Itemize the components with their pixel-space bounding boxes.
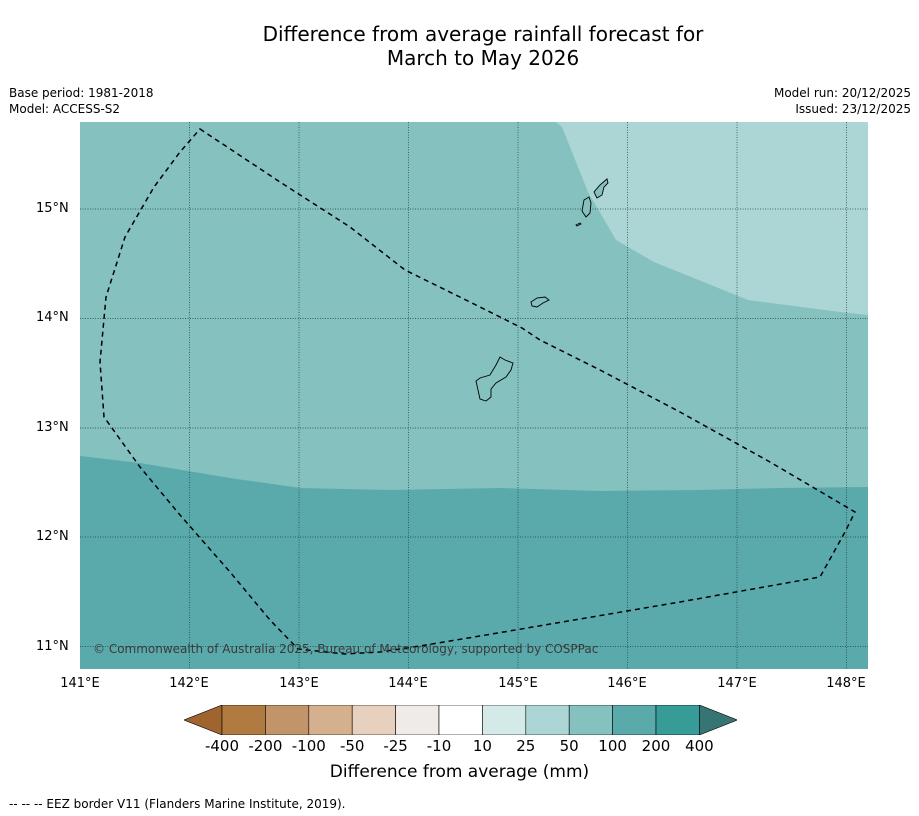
- lat-label-14: 14°N: [36, 310, 69, 325]
- chart-title: Difference from average rainfall forecas…: [0, 22, 919, 70]
- colorbar-swatch: [351, 705, 396, 735]
- colorbar-extend-low: [184, 705, 223, 735]
- island-aguijan: [575, 222, 582, 227]
- colorbar-tick-label: 10: [472, 737, 492, 755]
- lon-label-148: 148°E: [826, 676, 866, 691]
- colorbar-swatch: [265, 705, 310, 735]
- colorbar-tick-label: -10: [426, 737, 452, 755]
- colorbar-label: Difference from average (mm): [329, 762, 590, 782]
- eez-border: [99, 128, 856, 655]
- title-line-1: Difference from average rainfall forecas…: [262, 22, 704, 46]
- eez-legend-note: -- -- -- EEZ border V11 (Flanders Marine…: [9, 797, 346, 811]
- meta-left: Base period: 1981-2018 Model: ACCESS-S2: [9, 85, 154, 117]
- colorbar-swatch: [525, 705, 570, 735]
- colorbar-swatch: [221, 705, 266, 735]
- band-25-50: [556, 122, 868, 315]
- lon-label-142: 142°E: [169, 676, 209, 691]
- rainfall-map: [80, 122, 868, 669]
- colorbar-swatch: [438, 705, 483, 735]
- colorbar-tick-label: 200: [641, 737, 671, 755]
- lon-label-144: 144°E: [388, 676, 428, 691]
- title-line-2: March to May 2026: [386, 46, 580, 70]
- gridlines: [80, 122, 868, 669]
- colorbar-tick-label: -400: [204, 737, 240, 755]
- lat-label-11: 11°N: [36, 639, 69, 654]
- lat-label-15: 15°N: [36, 201, 69, 216]
- colorbar-swatch: [482, 705, 527, 735]
- colorbar-tick-label: 100: [598, 737, 627, 755]
- island-saipan: [593, 178, 609, 199]
- colorbar-swatch: [308, 705, 353, 735]
- lon-label-146: 146°E: [607, 676, 647, 691]
- island-tinian: [581, 196, 592, 218]
- colorbar-tick-label: 25: [516, 737, 536, 755]
- lon-label-147: 147°E: [717, 676, 757, 691]
- colorbar-swatch: [395, 705, 440, 735]
- issued-date: Issued: 23/12/2025: [795, 102, 911, 116]
- lat-label-13: 13°N: [36, 420, 69, 435]
- lon-label-143: 143°E: [279, 676, 319, 691]
- colorbar-swatch: [568, 705, 613, 735]
- colorbar-tick-label: -25: [383, 737, 408, 755]
- colorbar-tick-label: -50: [339, 737, 365, 755]
- colorbar-tick-label: 50: [559, 737, 579, 755]
- island-guam: [475, 356, 514, 402]
- islands: [475, 178, 609, 402]
- model-name: Model: ACCESS-S2: [9, 102, 121, 116]
- base-period: Base period: 1981-2018: [9, 86, 154, 100]
- colorbar-extend-high: [699, 705, 737, 735]
- model-run: Model run: 20/12/2025: [773, 86, 911, 100]
- colorbar: [184, 705, 737, 735]
- meta-right: Model run: 20/12/2025 Issued: 23/12/2025: [774, 85, 911, 117]
- lon-label-141: 141°E: [60, 676, 100, 691]
- copyright-text: © Commonwealth of Australia 2025, Bureau…: [93, 642, 599, 656]
- band-100-200: [80, 456, 868, 669]
- lon-label-145: 145°E: [498, 676, 538, 691]
- colorbar-tick-label: 400: [685, 737, 714, 755]
- colorbar-swatch: [612, 705, 657, 735]
- lat-label-12: 12°N: [36, 529, 69, 544]
- island-rota: [530, 296, 550, 308]
- colorbar-swatch: [655, 705, 700, 735]
- colorbar-swatches: [184, 705, 737, 735]
- colorbar-tick-label: -100: [291, 737, 326, 755]
- colorbar-tick-label: -200: [248, 737, 283, 755]
